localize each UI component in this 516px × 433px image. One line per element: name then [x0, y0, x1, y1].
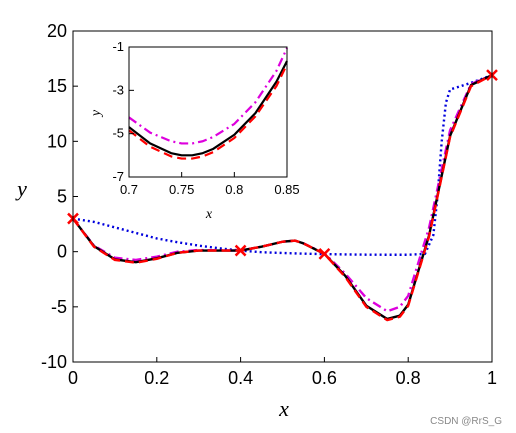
- main-y-axis-ticks: -10 -5 0 5 10 15 20: [41, 21, 78, 372]
- main-y-tick-label: 5: [57, 187, 67, 207]
- inset-plot-background: [129, 47, 287, 177]
- main-x-tick-label: 0.4: [228, 368, 253, 388]
- main-x-tick-label: 0.6: [312, 368, 337, 388]
- main-x-tick-label: 1: [487, 368, 497, 388]
- main-y-tick-label: -5: [51, 297, 67, 317]
- data-marker-x: [234, 244, 247, 257]
- inset-y-tick-label: -1: [112, 39, 124, 54]
- inset-series-dashed-line: [128, 63, 288, 160]
- inset-plot-frame: [128, 46, 288, 178]
- inset-x-axis-label: x: [205, 207, 213, 222]
- main-series-dashed-line: [72, 74, 493, 322]
- inset-x-axis-ticks: 0.7 0.75 0.8 0.85: [120, 172, 300, 197]
- main-plot-series: [72, 74, 493, 322]
- inset-x-tick-label: 0.75: [169, 182, 194, 197]
- inset-y-axis-label: y: [89, 109, 104, 118]
- main-y-tick-label: 10: [47, 131, 67, 151]
- main-y-tick-label: 20: [47, 21, 67, 41]
- inset-series-dashdot-line: [128, 47, 288, 145]
- inset-series-solid-line: [128, 60, 288, 157]
- main-x-tick-label: 0.8: [396, 368, 421, 388]
- main-y-tick-label: 0: [57, 242, 67, 262]
- main-series-dotted-line: [72, 74, 493, 256]
- inset-plot-series: [128, 47, 288, 160]
- main-x-tick-label: 0: [68, 368, 78, 388]
- main-y-tick-label: 15: [47, 76, 67, 96]
- main-y-axis-label: y: [15, 176, 27, 201]
- inset-y-tick-label: -3: [112, 82, 124, 97]
- main-x-axis-ticks: 0 0.2 0.4 0.6 0.8 1: [68, 357, 497, 388]
- main-x-tick-label: 0.2: [144, 368, 169, 388]
- inset-x-tick-label: 0.85: [274, 182, 299, 197]
- inset-x-tick-label: 0.7: [120, 182, 138, 197]
- inset-x-tick-label: 0.8: [225, 182, 243, 197]
- main-x-axis-label: x: [278, 396, 289, 421]
- data-marker-x: [318, 247, 331, 260]
- inset-y-axis-ticks: -1 -3 -5 -7: [112, 39, 134, 184]
- inset-y-tick-label: -7: [112, 169, 124, 184]
- watermark: CSDN @RrS_G: [430, 416, 502, 427]
- inset-y-tick-label: -5: [112, 126, 124, 141]
- main-y-tick-label: -10: [41, 352, 67, 372]
